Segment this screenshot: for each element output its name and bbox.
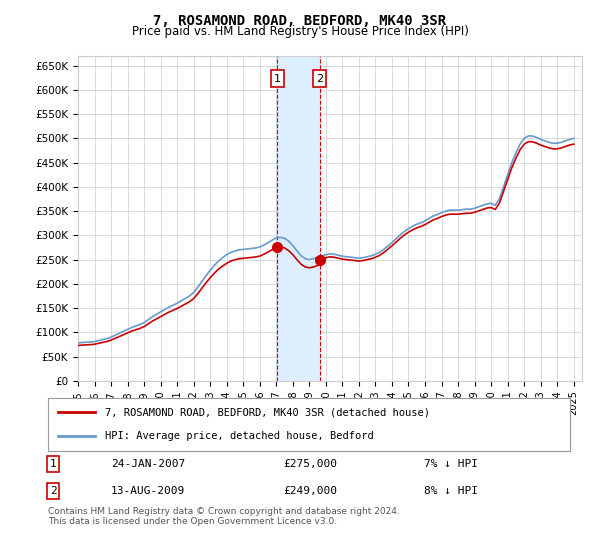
- Text: 24-JAN-2007: 24-JAN-2007: [110, 459, 185, 469]
- Bar: [277, 56, 320, 381]
- Text: 7, ROSAMOND ROAD, BEDFORD, MK40 3SR (detached house): 7, ROSAMOND ROAD, BEDFORD, MK40 3SR (det…: [106, 408, 430, 418]
- Text: 7% ↓ HPI: 7% ↓ HPI: [424, 459, 478, 469]
- Text: Price paid vs. HM Land Registry's House Price Index (HPI): Price paid vs. HM Land Registry's House …: [131, 25, 469, 38]
- Text: 1: 1: [274, 74, 281, 84]
- Text: 2: 2: [316, 74, 323, 84]
- Text: 2: 2: [50, 486, 56, 496]
- Text: Contains HM Land Registry data © Crown copyright and database right 2024.
This d: Contains HM Land Registry data © Crown c…: [48, 507, 400, 526]
- Text: £249,000: £249,000: [283, 486, 337, 496]
- Text: 13-AUG-2009: 13-AUG-2009: [110, 486, 185, 496]
- Text: £275,000: £275,000: [283, 459, 337, 469]
- Text: 1: 1: [50, 459, 56, 469]
- Text: 8% ↓ HPI: 8% ↓ HPI: [424, 486, 478, 496]
- FancyBboxPatch shape: [48, 398, 570, 451]
- Text: HPI: Average price, detached house, Bedford: HPI: Average price, detached house, Bedf…: [106, 431, 374, 441]
- Text: 7, ROSAMOND ROAD, BEDFORD, MK40 3SR: 7, ROSAMOND ROAD, BEDFORD, MK40 3SR: [154, 14, 446, 28]
